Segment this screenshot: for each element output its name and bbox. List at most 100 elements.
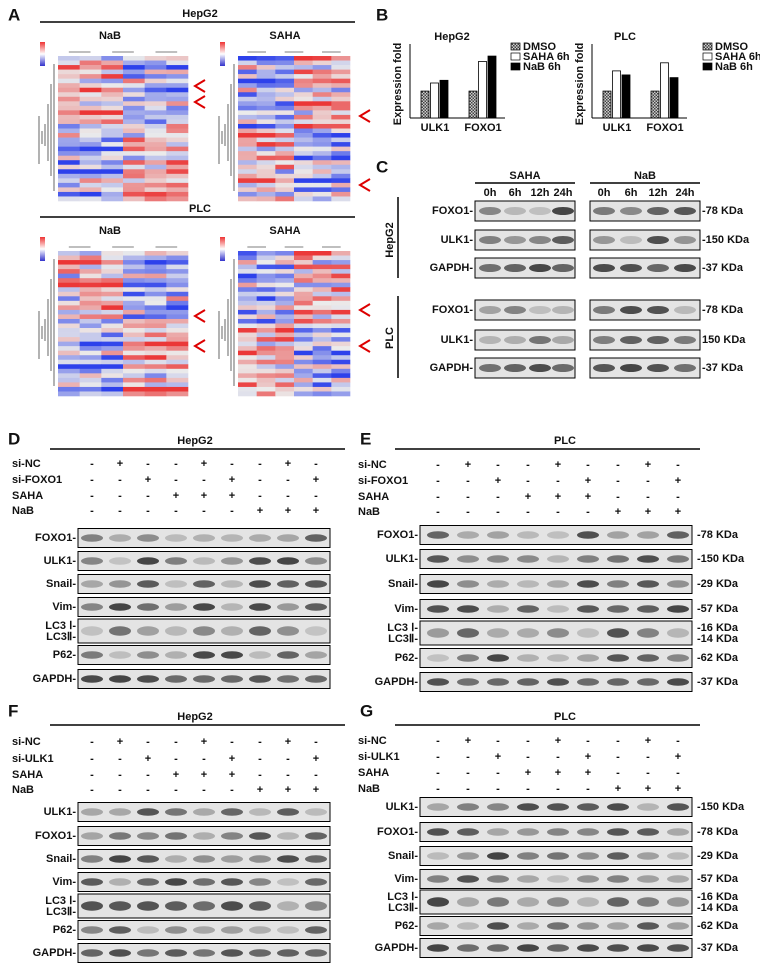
heatmap-cell — [166, 332, 189, 338]
blot-band — [277, 580, 299, 588]
heatmap-cell — [101, 328, 124, 333]
heatmap-cell — [294, 386, 313, 392]
heatmap-cell — [58, 182, 80, 188]
lane-label: 6h — [509, 187, 522, 199]
heatmap-cell — [294, 65, 313, 70]
blot-band — [504, 264, 526, 272]
heatmap-cell — [238, 282, 257, 288]
heatmap-cell — [312, 269, 332, 274]
blot-band — [277, 675, 299, 683]
heatmap-cell — [275, 291, 295, 297]
heatmap-cell — [275, 110, 295, 116]
blot-band — [620, 336, 642, 344]
heatmap-cell — [166, 187, 189, 193]
blot-band — [249, 534, 271, 542]
heatmap-cell — [166, 160, 189, 166]
heatmap-cell — [101, 133, 124, 138]
heatmap-cell — [144, 110, 167, 116]
condition-sign: - — [118, 753, 122, 765]
heatmap-cell — [294, 142, 313, 147]
condition-sign: - — [676, 459, 680, 471]
blot-band — [249, 832, 271, 840]
heatmap-cell — [144, 69, 167, 75]
condition-sign: - — [90, 474, 94, 486]
heatmap-cell — [238, 56, 257, 61]
heatmap-cell — [275, 364, 295, 370]
blot-band — [193, 557, 215, 565]
heatmap-cell — [79, 123, 102, 129]
heatmap-cell — [123, 318, 145, 324]
legend-swatch — [510, 52, 521, 61]
heatmap-cell — [238, 309, 257, 315]
heatmap-cell — [256, 101, 276, 107]
heatmap-cell — [58, 56, 80, 61]
heatmap-cell — [79, 332, 102, 338]
blot-band — [667, 897, 689, 907]
size-label: -14 KDa — [697, 902, 739, 914]
heatmap-cell — [312, 273, 332, 279]
heatmap-cell — [144, 269, 167, 274]
blot-band — [637, 654, 659, 662]
legend-label: NaB 6h — [715, 61, 753, 73]
blot-band — [504, 236, 526, 244]
heatmap-cell — [166, 318, 189, 324]
heatmap-cell — [238, 65, 257, 70]
blot-band — [637, 605, 659, 613]
heatmap-cell — [331, 151, 351, 156]
heatmap-cell — [144, 346, 167, 351]
heatmap-cell — [123, 386, 145, 392]
lane-label: 12h — [649, 187, 668, 199]
heatmap-cell — [58, 160, 80, 166]
heatmap-cell — [79, 56, 102, 61]
heatmap-cell — [123, 178, 145, 184]
blot-band — [457, 605, 479, 613]
heatmap-cell — [275, 260, 295, 265]
blot-membrane — [589, 257, 701, 279]
condition-sign: - — [436, 783, 440, 795]
band-label: Vim- — [52, 601, 76, 613]
condition-sign: - — [676, 767, 680, 779]
heatmap-cell — [58, 164, 80, 170]
condition-sign: - — [466, 475, 470, 487]
heatmap-cell — [275, 119, 295, 125]
blot-band — [221, 651, 243, 659]
heatmap-cell — [123, 355, 145, 361]
heatmap-cell — [312, 173, 332, 179]
heatmap-cell — [101, 119, 124, 125]
blot-band — [81, 878, 103, 886]
heatmap-cell — [101, 164, 124, 170]
condition-sign: + — [645, 506, 651, 518]
heatmap-cell — [294, 123, 313, 129]
heatmap-cell — [79, 359, 102, 365]
heatmap-cell — [312, 355, 332, 361]
condition-sign: - — [526, 459, 530, 471]
heatmap-cell — [256, 346, 276, 351]
blot-band — [221, 675, 243, 683]
heatmap-cell — [294, 346, 313, 351]
band-label: GAPDH- — [375, 676, 419, 688]
band-label: P62- — [53, 649, 77, 661]
condition-sign: - — [258, 490, 262, 502]
heatmap-cell — [101, 56, 124, 61]
band-label: GAPDH- — [430, 362, 474, 374]
heatmap-cell — [144, 377, 167, 383]
condition-sign: - — [314, 736, 318, 748]
heatmap-cell — [101, 364, 124, 370]
heatmap-cell — [331, 74, 351, 79]
heatmap-cell — [58, 105, 80, 111]
heatmap-cell — [312, 142, 332, 147]
band-label: LC3 Ⅰ- — [45, 895, 76, 907]
condition-sign: + — [201, 769, 207, 781]
heatmap-cell — [238, 337, 257, 342]
heatmap-cell — [294, 92, 313, 98]
heatmap-cell — [312, 128, 332, 134]
lane-label: 0h — [484, 187, 497, 199]
blot-band — [249, 651, 271, 659]
heatmap-cell — [331, 346, 351, 351]
band-label: GAPDH- — [33, 947, 77, 959]
blot-band — [667, 555, 689, 563]
condition-sign: + — [201, 458, 207, 470]
condition-sign: - — [258, 458, 262, 470]
blot-band — [137, 832, 159, 840]
condition-sign: - — [174, 736, 178, 748]
